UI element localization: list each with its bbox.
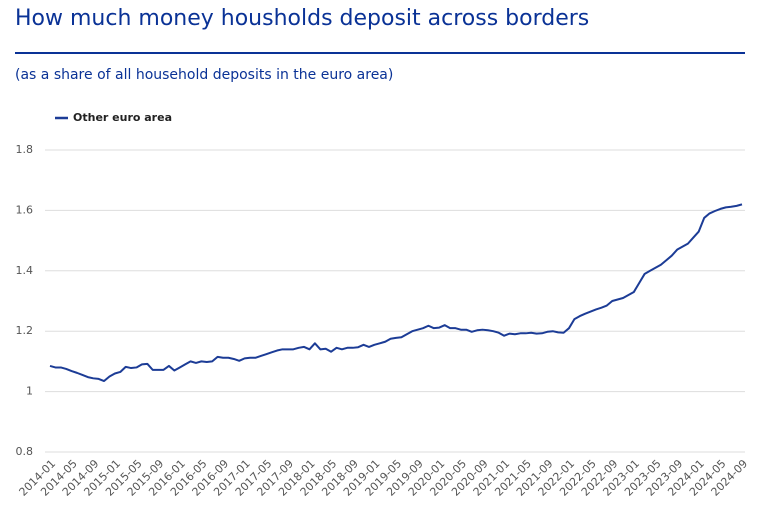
data-line [49, 203, 743, 383]
y-tick-label: 1.4 [16, 264, 34, 277]
legend-label: Other euro area [73, 111, 172, 124]
chart-subtitle: (as a share of all household deposits in… [15, 67, 393, 83]
y-tick-label: 0.8 [16, 445, 34, 458]
chart-title: How much money housholds deposit across … [15, 6, 589, 31]
y-tick-label: 1 [26, 385, 33, 398]
y-tick-label: 1.6 [16, 203, 34, 216]
y-tick-label: 1.8 [16, 143, 34, 156]
y-tick-label: 1.2 [16, 324, 34, 337]
